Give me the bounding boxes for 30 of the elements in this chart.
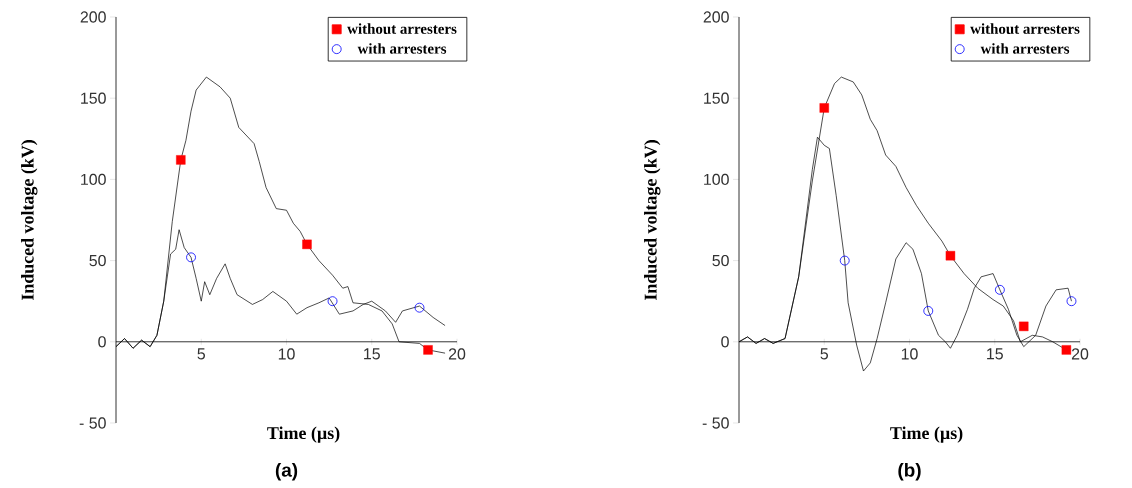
x-tick-label: 20 xyxy=(448,348,466,360)
x-tick-label: 10 xyxy=(278,348,295,360)
y-tick-label: 50 xyxy=(712,254,729,267)
y-tick-label: 0 xyxy=(721,336,729,348)
y-tick-label: 150 xyxy=(81,92,106,104)
legend-label: with arresters xyxy=(980,43,1070,54)
y-tick-label: 50 xyxy=(89,254,106,267)
y-tick-label: 0 xyxy=(98,336,106,348)
y-tick-label: - 50 xyxy=(79,417,106,429)
x-tick-label: 10 xyxy=(901,348,918,360)
y-tick-label: 200 xyxy=(80,11,106,23)
x-tick-label: 15 xyxy=(987,348,1003,360)
x-tick-label: 5 xyxy=(820,348,829,360)
x-tick-label: 20 xyxy=(1071,348,1089,360)
text: (b) xyxy=(898,462,921,481)
legend-label: without arresters xyxy=(970,23,1080,34)
legend-label: with arresters xyxy=(357,43,447,54)
y-tick-label: 150 xyxy=(704,92,729,104)
legend-label: without arresters xyxy=(347,23,457,34)
x-tick-label: 15 xyxy=(364,348,380,360)
x-axis-title: Time (µs) xyxy=(267,426,340,443)
x-axis-title: Time (µs) xyxy=(890,426,963,443)
text: (a) xyxy=(275,462,298,481)
y-axis-title: Induced voltage (kV) xyxy=(644,140,661,301)
y-tick-label: 100 xyxy=(704,173,729,186)
y-tick-label: - 50 xyxy=(702,417,729,429)
y-axis-title: Induced voltage (kV) xyxy=(21,140,38,301)
y-tick-label: 100 xyxy=(81,173,106,186)
x-tick-label: 5 xyxy=(197,348,206,360)
y-tick-label: 200 xyxy=(703,11,729,23)
